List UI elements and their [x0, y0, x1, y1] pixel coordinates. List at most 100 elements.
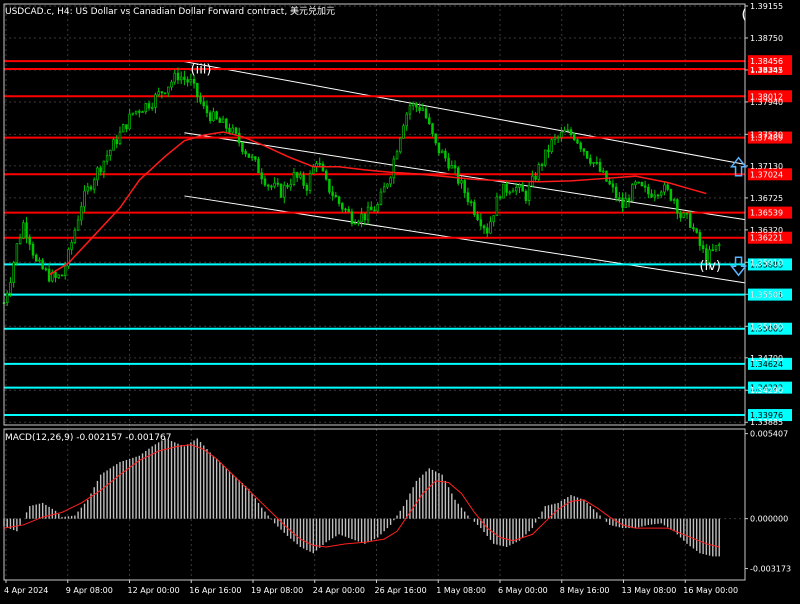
support-level-badge-label: 1.34323 — [750, 384, 783, 393]
candle-body — [711, 249, 715, 252]
candle-body — [399, 137, 402, 153]
candle-body — [112, 139, 115, 151]
x-tick-label: 8 May 16:00 — [560, 586, 610, 595]
wave-label: ( — [741, 7, 746, 22]
candle-body — [717, 244, 721, 247]
candle-body — [218, 118, 222, 123]
candle-body — [25, 222, 28, 238]
support-level-badge — [748, 258, 792, 271]
candle-body — [67, 249, 70, 267]
candle-body — [560, 131, 563, 138]
candle-body — [437, 142, 441, 154]
candle-body — [199, 96, 202, 103]
candle-body — [650, 193, 653, 198]
candle-body — [34, 254, 38, 262]
arrow-up-icon — [730, 156, 748, 177]
support-level-badge-label: 1.34624 — [750, 360, 783, 369]
candle-body — [334, 195, 338, 198]
candle-body — [157, 91, 160, 96]
candle-body — [360, 213, 363, 223]
candle-body — [353, 222, 357, 225]
candle-body — [344, 208, 347, 211]
candle-body — [273, 182, 276, 187]
candle-body — [624, 198, 628, 208]
candle-body — [502, 183, 505, 199]
candle-body — [5, 292, 9, 304]
resistance-level-badge — [748, 90, 792, 103]
candle-body — [431, 123, 434, 135]
candle-body — [266, 184, 270, 187]
candle-body — [653, 194, 657, 198]
candle-body — [289, 184, 292, 188]
channel-line — [184, 61, 746, 165]
candle-body — [611, 183, 615, 188]
candle-body — [366, 206, 370, 221]
candle-body — [225, 118, 228, 129]
support-level-badge — [748, 381, 792, 394]
candle-body — [324, 170, 328, 180]
candle-body — [92, 179, 96, 190]
candle-body — [121, 124, 125, 133]
candle-body — [453, 165, 457, 169]
candle-body — [315, 162, 318, 167]
arrow-down-icon — [730, 256, 748, 277]
candle-body — [524, 190, 528, 201]
candle-body — [363, 213, 367, 221]
candle-body — [176, 72, 180, 81]
candle-body — [637, 181, 640, 184]
candle-body — [537, 164, 541, 180]
candle-body — [386, 183, 389, 188]
candle-body — [173, 72, 176, 83]
candle-body — [234, 127, 238, 134]
candle-body — [237, 132, 241, 144]
resistance-level-badge — [748, 131, 792, 144]
support-level-badge-label: 1.35069 — [750, 325, 783, 334]
support-level-badge-label: 1.35501 — [750, 291, 783, 300]
candle-body — [576, 139, 579, 144]
candle-body — [205, 105, 209, 114]
candle-body — [105, 155, 109, 162]
candle-body — [592, 162, 595, 164]
candle-body — [579, 142, 582, 150]
candle-body — [305, 185, 309, 191]
candle-body — [83, 190, 86, 208]
candle-body — [44, 268, 48, 271]
candle-body — [186, 79, 189, 83]
macd-pane-frame — [3, 428, 746, 581]
moving-average — [48, 131, 707, 276]
macd-signal-line — [3, 444, 720, 548]
candle-body — [144, 103, 147, 113]
moving-average-line — [48, 131, 707, 276]
candle-body — [527, 185, 531, 201]
candle-body — [167, 86, 170, 94]
candle-body — [418, 106, 421, 111]
resistance-level-badge-label: 1.36221 — [750, 234, 783, 243]
candle-body — [276, 182, 280, 185]
candle-body — [228, 127, 231, 133]
candle-body — [70, 242, 73, 250]
support-level-badge — [748, 288, 792, 301]
candle-body — [411, 103, 415, 106]
candle-body — [508, 191, 512, 194]
y-tick-label: 1.34290 — [750, 386, 783, 395]
candle-body — [421, 108, 425, 111]
candle-body — [511, 190, 515, 193]
candle-body — [634, 181, 637, 186]
support-level-badge — [748, 357, 792, 370]
y-tick-label: 1.35505 — [750, 290, 783, 299]
candle-body — [250, 156, 254, 159]
candle-body — [495, 196, 499, 216]
candle-body — [299, 174, 302, 178]
resistance-level-badge — [748, 206, 792, 219]
x-tick-label: 19 Apr 08:00 — [251, 586, 303, 595]
candle-body — [469, 201, 473, 204]
y-tick-label: 1.38345 — [750, 66, 783, 75]
candle-body — [160, 91, 164, 94]
candle-body — [701, 245, 705, 250]
wave-annotations: (iii) (iv) ( — [191, 7, 748, 277]
candle-body — [505, 183, 508, 193]
candle-body — [138, 110, 141, 113]
resistance-level-badge-label: 1.38456 — [750, 57, 783, 66]
resistance-level-badge-label: 1.36539 — [750, 209, 783, 218]
candle-body — [573, 134, 576, 140]
